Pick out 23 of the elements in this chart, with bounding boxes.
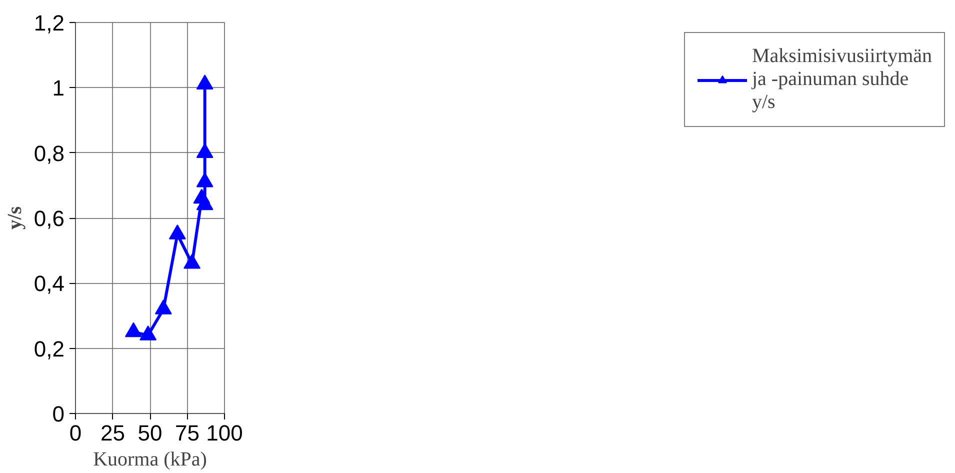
x-tick-label: 100: [206, 420, 243, 446]
x-tick-label: 50: [138, 420, 162, 446]
point: [124, 322, 142, 338]
x-tick-label: 0: [69, 420, 82, 446]
y-tick-label: 0,2: [34, 336, 65, 362]
x-tick-label: 75: [175, 420, 200, 446]
point: [196, 143, 214, 158]
y-tick-label: 1,2: [34, 10, 65, 36]
point: [184, 254, 201, 269]
point: [154, 299, 172, 314]
y-tick-label: 0,6: [34, 206, 65, 231]
y-axis-title: y/s: [4, 206, 26, 230]
y-tick-label: 0,4: [34, 271, 65, 296]
y-tick-label: 0,8: [34, 140, 65, 166]
legend-label: Maksimisivusiirtymän ja -painuman suhde y/s: [752, 45, 932, 114]
point: [196, 172, 214, 188]
x-tick-label: 25: [100, 420, 125, 446]
point: [140, 326, 157, 340]
y-tick-label: 0: [52, 402, 65, 426]
point: [196, 74, 214, 90]
point: [168, 224, 186, 240]
x-axis-title: Kuorma (kPa): [93, 448, 207, 470]
y-tick-label: 1: [52, 76, 65, 101]
